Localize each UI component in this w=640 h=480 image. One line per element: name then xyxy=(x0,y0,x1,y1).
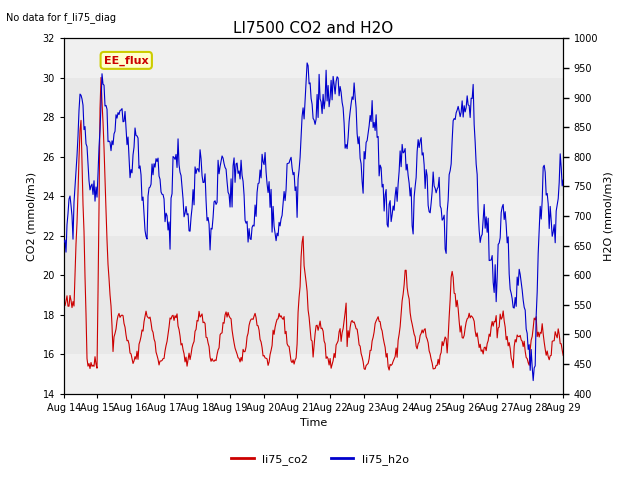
Y-axis label: CO2 (mmol/m3): CO2 (mmol/m3) xyxy=(27,171,37,261)
Text: EE_flux: EE_flux xyxy=(104,55,148,66)
Title: LI7500 CO2 and H2O: LI7500 CO2 and H2O xyxy=(234,21,394,36)
Y-axis label: H2O (mmol/m3): H2O (mmol/m3) xyxy=(604,171,614,261)
Bar xyxy=(64,78,563,196)
Text: No data for f_li75_diag: No data for f_li75_diag xyxy=(6,12,116,23)
Legend: li75_co2, li75_h2o: li75_co2, li75_h2o xyxy=(227,450,413,469)
Bar xyxy=(64,236,563,354)
X-axis label: Time: Time xyxy=(300,418,327,428)
